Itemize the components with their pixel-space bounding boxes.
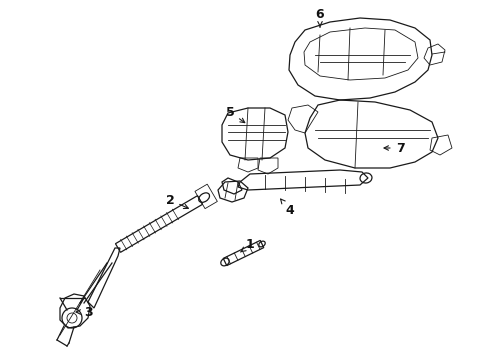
Text: 1: 1 — [241, 238, 254, 252]
Text: 2: 2 — [166, 194, 188, 208]
Text: 6: 6 — [316, 9, 324, 27]
Text: 4: 4 — [281, 199, 294, 216]
Text: 5: 5 — [225, 105, 245, 123]
Text: 3: 3 — [76, 306, 92, 319]
Text: 7: 7 — [384, 141, 404, 154]
